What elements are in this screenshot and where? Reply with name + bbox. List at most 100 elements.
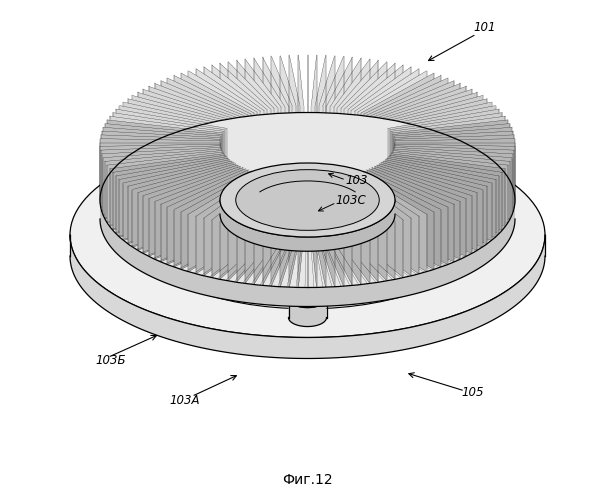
Polygon shape — [113, 112, 225, 188]
Polygon shape — [188, 173, 257, 272]
Polygon shape — [109, 116, 224, 189]
Polygon shape — [254, 178, 285, 284]
Polygon shape — [341, 62, 387, 166]
Polygon shape — [298, 55, 304, 163]
Polygon shape — [387, 106, 496, 184]
Polygon shape — [105, 150, 222, 219]
Polygon shape — [394, 131, 514, 195]
Polygon shape — [119, 106, 228, 184]
Polygon shape — [358, 173, 427, 272]
Polygon shape — [298, 180, 304, 288]
Polygon shape — [290, 180, 300, 287]
Polygon shape — [311, 55, 317, 163]
Polygon shape — [344, 176, 395, 280]
Polygon shape — [154, 84, 243, 175]
Polygon shape — [311, 180, 317, 288]
Polygon shape — [116, 109, 227, 186]
Polygon shape — [290, 56, 300, 163]
Polygon shape — [103, 149, 221, 215]
Polygon shape — [395, 138, 515, 198]
Text: 103: 103 — [345, 174, 368, 186]
Polygon shape — [344, 63, 395, 166]
Polygon shape — [107, 152, 223, 222]
Polygon shape — [181, 172, 254, 270]
Polygon shape — [387, 158, 496, 237]
Polygon shape — [319, 56, 335, 164]
Polygon shape — [363, 171, 441, 267]
Polygon shape — [228, 62, 274, 166]
Polygon shape — [341, 176, 387, 281]
Polygon shape — [394, 148, 514, 212]
Polygon shape — [161, 80, 245, 174]
Polygon shape — [113, 155, 225, 230]
Polygon shape — [358, 71, 427, 170]
Polygon shape — [367, 170, 448, 264]
Polygon shape — [101, 135, 220, 197]
Polygon shape — [100, 200, 515, 306]
Polygon shape — [361, 172, 434, 270]
Polygon shape — [220, 176, 271, 280]
Polygon shape — [379, 92, 477, 179]
Polygon shape — [154, 168, 243, 259]
Polygon shape — [220, 63, 271, 166]
Polygon shape — [372, 168, 461, 259]
Polygon shape — [124, 102, 230, 183]
Ellipse shape — [220, 163, 395, 237]
Polygon shape — [351, 66, 411, 168]
Polygon shape — [263, 57, 288, 164]
Polygon shape — [237, 60, 277, 165]
Polygon shape — [167, 170, 248, 264]
Polygon shape — [394, 128, 512, 194]
Polygon shape — [103, 128, 221, 194]
Polygon shape — [107, 120, 223, 190]
Polygon shape — [315, 180, 325, 287]
Polygon shape — [254, 58, 285, 164]
Polygon shape — [100, 144, 220, 204]
Polygon shape — [220, 200, 395, 251]
Polygon shape — [116, 156, 227, 234]
Polygon shape — [390, 112, 502, 188]
Polygon shape — [330, 178, 361, 284]
Polygon shape — [354, 174, 419, 274]
Polygon shape — [338, 60, 378, 165]
Polygon shape — [101, 131, 221, 195]
Polygon shape — [395, 146, 514, 208]
Polygon shape — [370, 80, 454, 174]
Polygon shape — [167, 78, 248, 172]
Polygon shape — [388, 156, 499, 234]
Polygon shape — [124, 160, 230, 240]
Text: 103Б: 103Б — [95, 354, 125, 366]
Polygon shape — [395, 142, 515, 200]
Polygon shape — [327, 57, 352, 164]
Text: 105: 105 — [461, 386, 484, 399]
Polygon shape — [391, 116, 506, 189]
Polygon shape — [204, 174, 264, 276]
Polygon shape — [388, 109, 499, 186]
Polygon shape — [100, 142, 220, 200]
Polygon shape — [263, 178, 288, 286]
Ellipse shape — [70, 132, 545, 338]
Polygon shape — [381, 96, 483, 180]
Polygon shape — [100, 138, 220, 198]
Polygon shape — [395, 144, 515, 204]
Polygon shape — [196, 174, 261, 274]
Polygon shape — [385, 102, 491, 183]
Polygon shape — [181, 73, 254, 170]
Polygon shape — [330, 58, 361, 164]
Polygon shape — [334, 178, 370, 284]
Polygon shape — [381, 162, 483, 247]
Polygon shape — [132, 162, 234, 247]
Polygon shape — [105, 124, 222, 192]
Polygon shape — [204, 66, 264, 168]
Polygon shape — [375, 86, 466, 176]
Polygon shape — [348, 65, 403, 167]
Polygon shape — [375, 166, 466, 256]
Polygon shape — [119, 158, 228, 237]
Polygon shape — [288, 298, 327, 326]
Polygon shape — [143, 89, 238, 178]
Polygon shape — [228, 176, 274, 281]
Polygon shape — [323, 179, 344, 286]
Text: 101: 101 — [474, 21, 496, 34]
Polygon shape — [372, 84, 461, 175]
Polygon shape — [280, 179, 296, 287]
